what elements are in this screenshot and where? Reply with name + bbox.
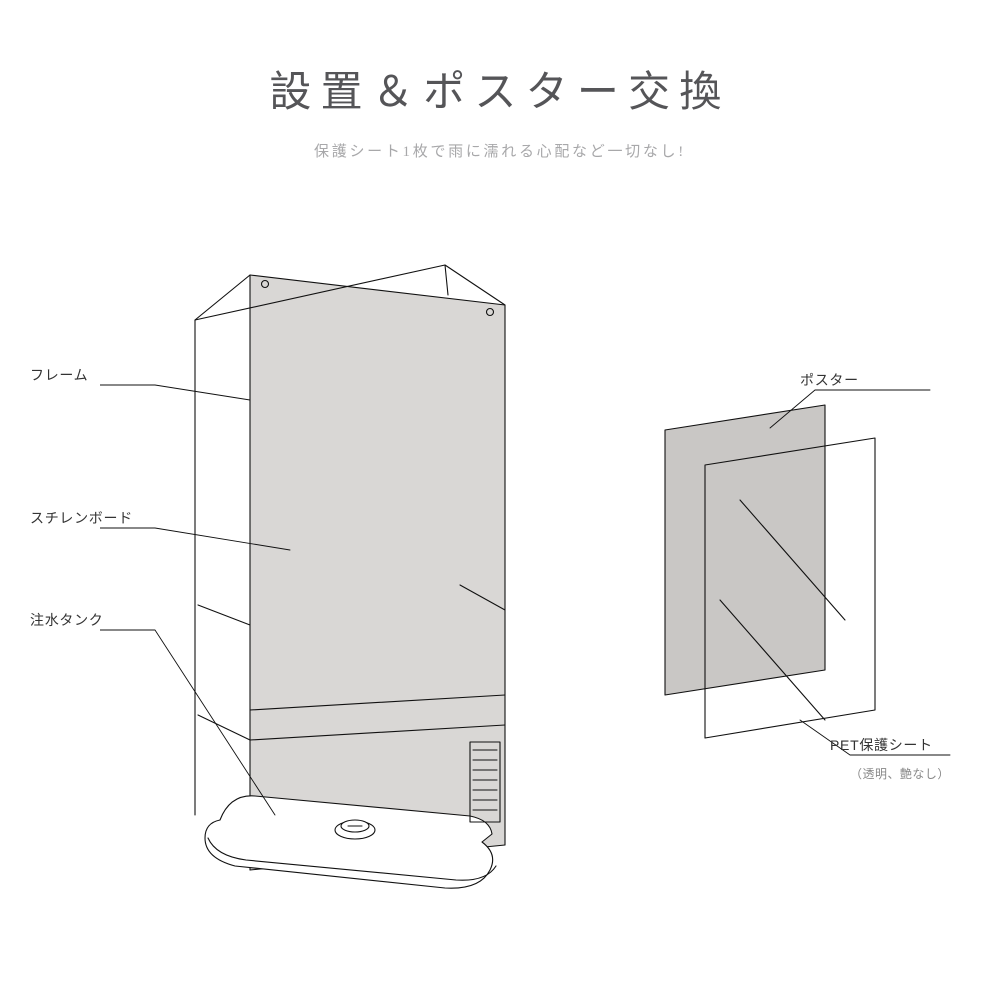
label-pet-sheet: PET保護シート (830, 735, 933, 755)
page-subtitle: 保護シート1枚で雨に濡れる心配など一切なし! (0, 140, 1000, 161)
sign-stand-diagram (100, 240, 600, 900)
label-styrene-board: スチレンボード (30, 508, 133, 528)
label-poster: ポスター (800, 370, 859, 390)
label-frame: フレーム (30, 365, 88, 385)
label-pet-note: （透明、艶なし） (850, 765, 950, 782)
page-title: 設置＆ポスター交換 (0, 58, 1000, 119)
label-water-tank: 注水タンク (30, 610, 104, 630)
